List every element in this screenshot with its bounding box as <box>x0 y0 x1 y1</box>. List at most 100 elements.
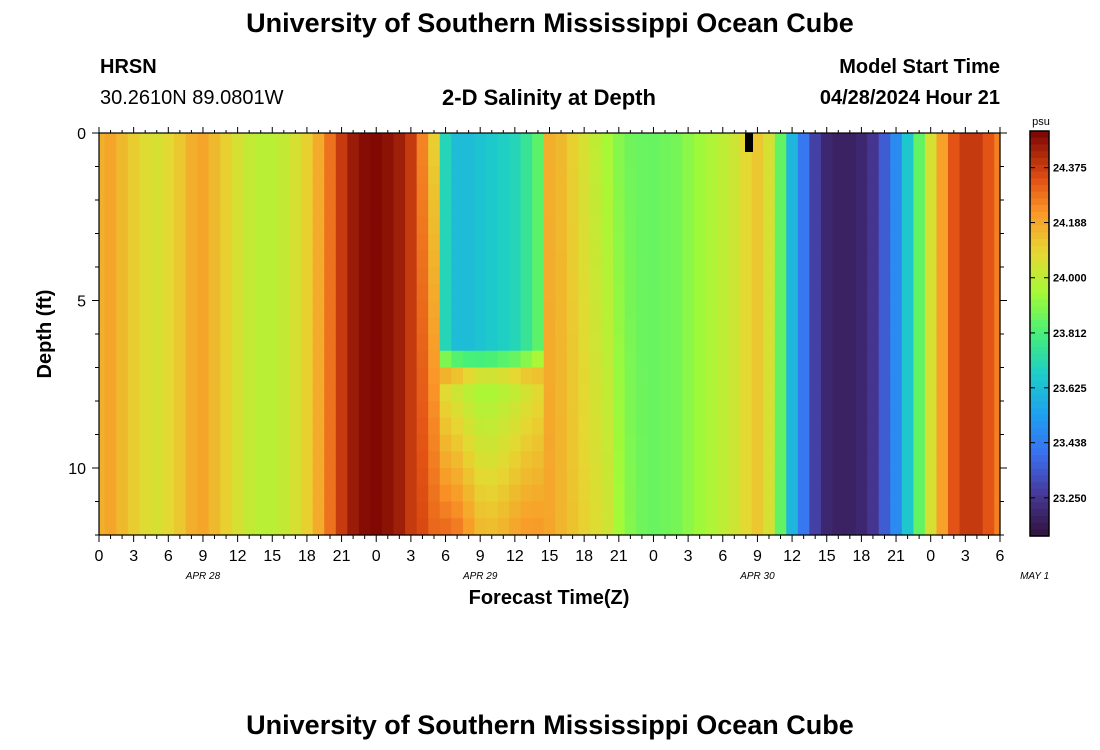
heatmap-cell <box>797 183 811 201</box>
heatmap-cell <box>393 183 406 201</box>
heatmap-cell <box>393 350 406 369</box>
heatmap-cell <box>312 300 325 318</box>
heatmap-cell <box>670 468 683 486</box>
heatmap-cell <box>324 350 337 369</box>
heatmap-cell <box>555 417 568 436</box>
heatmap-cell <box>948 401 961 419</box>
heatmap-cell <box>809 216 822 235</box>
heatmap-cell <box>382 200 395 218</box>
heatmap-cell <box>382 233 395 251</box>
heatmap-cell <box>474 250 487 268</box>
heatmap-cell <box>174 133 187 151</box>
heatmap-cell <box>844 434 857 452</box>
heatmap-cell <box>254 367 268 385</box>
colorbar-segment <box>1030 306 1049 314</box>
heatmap-cell <box>913 149 926 168</box>
heatmap-cell <box>439 149 452 168</box>
heatmap-cell <box>774 183 787 201</box>
heatmap-cell <box>220 334 233 352</box>
heatmap-cell <box>982 401 995 419</box>
heatmap-cell <box>405 250 418 268</box>
heatmap-cell <box>370 300 383 318</box>
x-tick-label: 6 <box>441 548 450 565</box>
heatmap-cell <box>994 417 1001 436</box>
heatmap-cell <box>624 367 637 385</box>
heatmap-cell <box>740 350 753 369</box>
heatmap-cell <box>162 149 175 168</box>
heatmap-cell <box>786 468 799 486</box>
heatmap-cell <box>243 367 256 385</box>
heatmap-cell <box>127 267 141 285</box>
heatmap-cell <box>139 501 152 519</box>
heatmap-cell <box>832 149 845 168</box>
heatmap-cell <box>99 133 106 151</box>
heatmap-cell <box>682 200 695 218</box>
heatmap-cell <box>786 334 799 352</box>
heatmap-cell <box>289 367 302 385</box>
heatmap-cell <box>358 166 372 184</box>
heatmap-cell <box>809 350 822 369</box>
heatmap-cell <box>578 384 591 402</box>
heatmap-cell <box>139 468 152 486</box>
heatmap-cell <box>878 149 891 168</box>
heatmap-cell <box>751 317 764 335</box>
heatmap-cell <box>370 417 383 436</box>
heatmap-cell <box>532 350 545 369</box>
heatmap-cell <box>428 183 441 201</box>
date-label: APR 30 <box>739 571 775 582</box>
heatmap-cell <box>636 501 649 519</box>
heatmap-cell <box>243 267 256 285</box>
heatmap-cell <box>266 451 279 469</box>
heatmap-cell <box>370 401 383 419</box>
heatmap-cell <box>693 267 707 285</box>
heatmap-cell <box>913 501 926 519</box>
heatmap-cell <box>797 233 811 251</box>
heatmap-cell <box>786 250 799 268</box>
heatmap-cell <box>266 317 279 335</box>
heatmap-cell <box>532 317 545 335</box>
heatmap-cell <box>682 233 695 251</box>
heatmap-cell <box>971 183 984 201</box>
heatmap-cell <box>636 166 649 184</box>
heatmap-cell <box>670 350 683 369</box>
station-name: HRSN <box>100 56 157 78</box>
heatmap-cell <box>878 350 891 369</box>
heatmap-cell <box>139 367 152 385</box>
heatmap-cell <box>878 518 891 536</box>
heatmap-cell <box>485 200 499 218</box>
heatmap-cell <box>474 283 487 302</box>
heatmap-cell <box>358 300 372 318</box>
heatmap-cell <box>509 183 522 201</box>
heatmap-cell <box>393 216 406 235</box>
heatmap-cell <box>924 367 938 385</box>
heatmap-cell <box>358 468 372 486</box>
heatmap-cell <box>370 149 383 168</box>
heatmap-cell <box>474 233 487 251</box>
heatmap-cell <box>716 401 730 419</box>
heatmap-cell <box>578 133 591 151</box>
heatmap-cell <box>994 434 1001 452</box>
heatmap-cell <box>197 384 210 402</box>
heatmap-cell <box>901 250 914 268</box>
heatmap-cell <box>659 267 672 285</box>
heatmap-cell <box>832 183 845 201</box>
heatmap-cell <box>566 367 579 385</box>
heatmap-cell <box>509 350 522 369</box>
heatmap-cell <box>474 350 487 369</box>
heatmap-cell <box>231 233 244 251</box>
heatmap-cell <box>867 518 880 536</box>
heatmap-cell <box>971 501 984 519</box>
heatmap-cell <box>670 283 683 302</box>
heatmap-cell <box>509 317 522 335</box>
heatmap-cell <box>855 384 868 402</box>
heatmap-cell <box>820 166 834 184</box>
heatmap-cell <box>254 300 268 318</box>
x-tick-label: 9 <box>753 548 762 565</box>
heatmap-cell <box>520 350 533 369</box>
heatmap-cell <box>913 183 926 201</box>
heatmap-cell <box>370 367 383 385</box>
heatmap-cell <box>278 250 291 268</box>
heatmap-cell <box>243 183 256 201</box>
heatmap-cell <box>358 216 372 235</box>
heatmap-cell <box>405 384 418 402</box>
